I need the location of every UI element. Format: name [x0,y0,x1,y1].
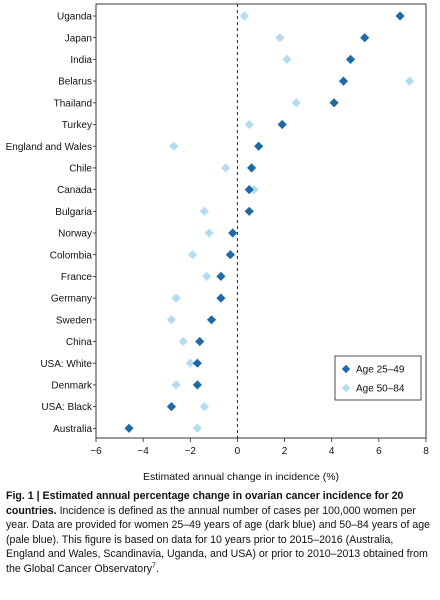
data-point [244,119,254,130]
data-point [192,380,202,390]
data-point [166,402,177,412]
plot-frame [95,3,427,439]
data-point [204,228,214,238]
data-point [216,293,226,303]
data-point [192,423,202,433]
category-labels: Uganda Japan India Belarus Thailand Turkey Eng… [6,12,96,435]
data-point [329,98,339,108]
data-point [124,423,134,433]
x-tick-label: −6 [90,446,102,457]
x-tick-label: −4 [137,446,149,457]
data-point [199,206,210,216]
category-label: Turkey [62,120,92,131]
legend: Age 25–49 Age 50–84 [334,355,422,401]
plot-border [95,3,427,439]
category-label: Chile [69,164,92,175]
category-label: India [70,55,92,66]
category-label: Norway [58,229,92,240]
legend-entry: Age 25–49 [356,365,405,376]
legend-box [334,355,422,401]
category-label: Uganda [57,12,92,23]
x-tick-label: 4 [329,446,335,457]
x-tick-label: 6 [376,446,382,457]
x-tick-label: 8 [423,446,429,457]
data-point [199,402,210,412]
data-point [277,119,287,130]
data-point [169,141,179,151]
data-point [345,54,356,64]
legend-entry: Age 50–84 [356,384,405,395]
data-point [404,76,415,86]
data-point [360,33,370,43]
data-point [244,206,254,216]
category-label: Colombia [50,250,93,261]
data-point [192,358,202,368]
data-point [244,185,254,195]
legend-marker [341,383,351,393]
category-label: France [61,272,93,283]
data-point [275,33,285,43]
x-axis-ticks: −6 −4 −2 0 2 4 6 8 [90,438,429,457]
data-point [282,54,292,64]
category-label: England and Wales [6,142,92,153]
caption-reference: 7 [152,562,156,570]
data-point [202,271,212,281]
category-label: Sweden [56,315,92,326]
data-point [246,163,257,173]
data-point [216,271,226,281]
figure-caption: Fig. 1 | Estimated annual percentage cha… [6,489,432,577]
data-point [206,315,217,325]
data-point [395,11,405,21]
legend-marker [341,364,351,374]
caption-body: Incidence is defined as the annual numbe… [6,504,431,575]
x-tick-label: 2 [282,446,288,457]
series-layer [124,11,415,433]
category-label: Japan [65,33,92,44]
data-point [225,250,235,260]
category-label: Belarus [58,77,92,88]
category-label: Thailand [54,98,92,109]
category-label: USA: Black [41,402,93,413]
data-point [239,11,250,21]
caption-title: Fig. 1 | Estimated annual percentage cha… [6,490,404,517]
chart: Uganda Japan India Belarus Thailand Turkey Eng… [6,3,429,483]
category-label: Denmark [51,381,93,392]
data-point [171,380,181,390]
data-point [228,228,238,238]
category-label: Australia [53,424,92,435]
series-age-25-49 [124,11,405,433]
category-label: China [66,337,93,348]
x-axis-label: Estimated annual change in incidence (%) [143,471,339,483]
caption-end: . [155,562,159,575]
x-tick-label: −2 [185,446,197,457]
data-point [178,336,188,347]
series-age-50-84 [166,11,415,433]
data-point [185,358,195,368]
data-point [254,141,264,151]
data-point [166,315,177,325]
category-label: Canada [57,185,92,196]
data-point [338,76,349,86]
category-label: Bulgaria [55,207,92,218]
data-point [249,185,259,195]
data-point [291,98,301,108]
category-label: Germany [51,294,92,305]
category-label: USA: White [40,359,92,370]
data-point [171,293,181,303]
data-point [195,336,205,347]
data-point [221,163,231,173]
x-tick-label: 0 [235,446,241,457]
data-point [188,250,198,260]
